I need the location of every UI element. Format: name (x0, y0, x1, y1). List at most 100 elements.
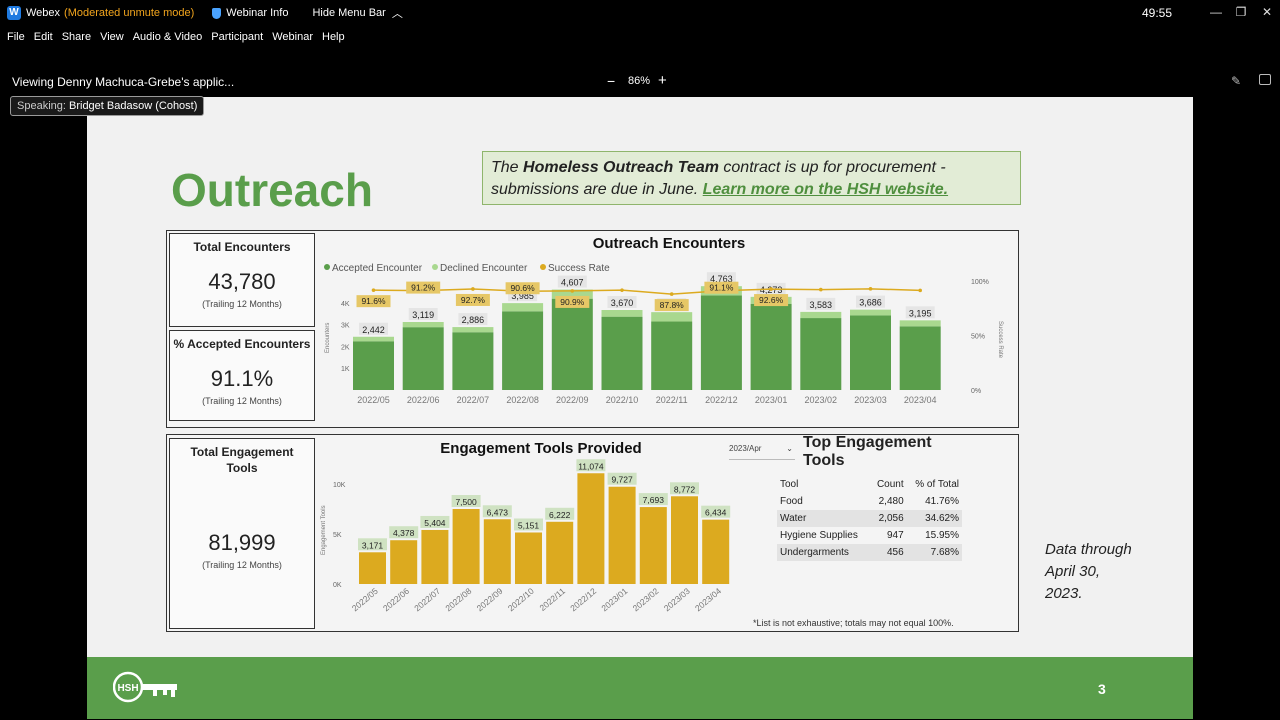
table-cell: Food (780, 496, 803, 507)
legend-marker (432, 264, 438, 270)
x-tick-label: 2023/03 (854, 395, 887, 405)
table-cell: 2,480 (878, 496, 904, 507)
menu-help[interactable]: Help (322, 31, 345, 43)
col-tool: Tool (780, 479, 799, 490)
value-label: 4,378 (393, 528, 415, 538)
accepted-bar (651, 321, 693, 390)
tools-bar (515, 532, 542, 584)
value-label-bg (514, 518, 543, 531)
table-cell: Water (777, 510, 871, 527)
y2-axis-label: Success Rate (997, 321, 1003, 359)
accepted-bar (750, 303, 792, 390)
kpi-accepted-sub: (Trailing 12 Months) (202, 396, 282, 406)
table-cell: Undergarments (777, 544, 871, 561)
month-select[interactable]: 2023/Apr ⌄ (729, 444, 795, 460)
x-tick-label: 2023/03 (662, 586, 692, 614)
webinar-info-button[interactable]: Webinar Info (212, 7, 288, 19)
tools-bar (421, 529, 449, 584)
restore-button[interactable]: ❐ (1235, 5, 1247, 19)
speaking-label: Speaking: (17, 100, 66, 112)
webex-logo-icon: W (7, 6, 21, 20)
x-tick-label: 2022/10 (506, 586, 536, 614)
total-label-bg (806, 297, 836, 310)
y-tick-label: 0K (333, 582, 342, 589)
value-label: 5,404 (424, 518, 446, 528)
value-label: 3,171 (362, 540, 384, 550)
declined-bar (502, 303, 544, 312)
y2-tick-label: 50% (971, 334, 985, 341)
total-label: 3,686 (859, 298, 882, 308)
zoom-in-button[interactable]: + (658, 72, 667, 89)
accepted-bar (601, 316, 643, 390)
x-tick-label: 2022/10 (606, 395, 639, 405)
accepted-bar (353, 341, 394, 390)
rate-label: 91.6% (361, 296, 386, 306)
month-select-value: 2023/Apr (729, 444, 762, 453)
success-rate-point (570, 289, 575, 293)
success-rate-point (371, 288, 376, 292)
rate-label-bg (704, 281, 739, 294)
menu-audio-video[interactable]: Audio & Video (132, 31, 203, 43)
tools-bar (359, 552, 386, 584)
x-tick-label: 2022/05 (350, 586, 380, 614)
legend-marker (324, 264, 330, 270)
zoom-out-button[interactable]: − (607, 73, 616, 89)
menu-file[interactable]: File (7, 31, 25, 43)
value-label: 7,693 (643, 495, 665, 505)
hsh-website-link[interactable]: Learn more on the HSH website. (702, 181, 949, 198)
webinar-info-label: Webinar Info (226, 7, 289, 19)
engagement-tools-chart: Engagement Tools Provided 0K 5K 10K Engagem… (321, 440, 731, 614)
notice-bold: Homeless Outreach Team (523, 159, 719, 176)
total-label-bg (458, 313, 488, 326)
total-label-bg (607, 295, 637, 308)
declined-bar (899, 320, 941, 327)
top-tools-title: Top Engagement Tools (803, 434, 932, 469)
menu-webinar[interactable]: Webinar (272, 31, 313, 43)
table-cell: 947 (886, 530, 904, 541)
y-tick-label: 5K (333, 532, 342, 539)
x-tick-label: 2022/12 (705, 395, 738, 405)
menu-bar: File Edit Share View Audio & Video Parti… (0, 28, 347, 46)
col-count: Count (876, 479, 904, 490)
rate-label: 91.2% (411, 283, 436, 293)
hide-menu-bar-button[interactable]: Hide Menu Bar ︿ (312, 5, 402, 21)
rate-label: 90.6% (511, 283, 536, 293)
rate-label-bg (455, 293, 490, 306)
table-cell: 456 (870, 544, 907, 561)
x-tick-label: 2022/07 (457, 395, 490, 405)
hide-menu-bar-label: Hide Menu Bar (312, 7, 386, 19)
kpi-total-encounters: Total Encounters 43,780 (Trailing 12 Mon… (169, 233, 315, 327)
declined-bar (651, 312, 693, 322)
value-label: 5,151 (518, 520, 540, 530)
tools-bar (608, 486, 636, 584)
minimize-button[interactable]: — (1210, 5, 1222, 19)
table-cell: 7.68% (906, 544, 962, 561)
menu-edit[interactable]: Edit (33, 31, 53, 43)
total-label: 3,195 (909, 308, 932, 318)
declined-bar (850, 309, 891, 316)
menu-view[interactable]: View (100, 31, 124, 43)
speaker-name: Bridget Badasow (Cohost) (69, 100, 198, 112)
menu-share[interactable]: Share (61, 31, 92, 43)
share-window-icon[interactable] (1259, 74, 1271, 85)
x-tick-label: 2023/02 (805, 395, 838, 405)
value-label-bg (420, 515, 450, 528)
rate-label-bg (406, 281, 441, 294)
close-button[interactable]: ✕ (1261, 5, 1273, 19)
legend-marker (540, 264, 546, 270)
slide-footer: HSH 3 (87, 657, 1193, 719)
value-label-bg (670, 482, 699, 495)
total-label: 4,763 (710, 274, 733, 284)
menu-participant[interactable]: Participant (211, 31, 264, 43)
x-tick-label: 2023/04 (904, 395, 937, 405)
value-label: 11,074 (578, 461, 604, 471)
x-tick-label: 2023/04 (693, 586, 723, 614)
rate-label-bg (505, 282, 540, 295)
shield-icon (212, 7, 222, 19)
y2-tick-label: 0% (971, 388, 981, 395)
total-label: 3,119 (412, 310, 434, 320)
x-tick-label: 2023/01 (599, 586, 629, 614)
x-tick-label: 2022/06 (381, 586, 411, 614)
meeting-timer: 49:55 (1142, 6, 1173, 20)
annotate-icon[interactable]: ✎ (1231, 74, 1242, 88)
